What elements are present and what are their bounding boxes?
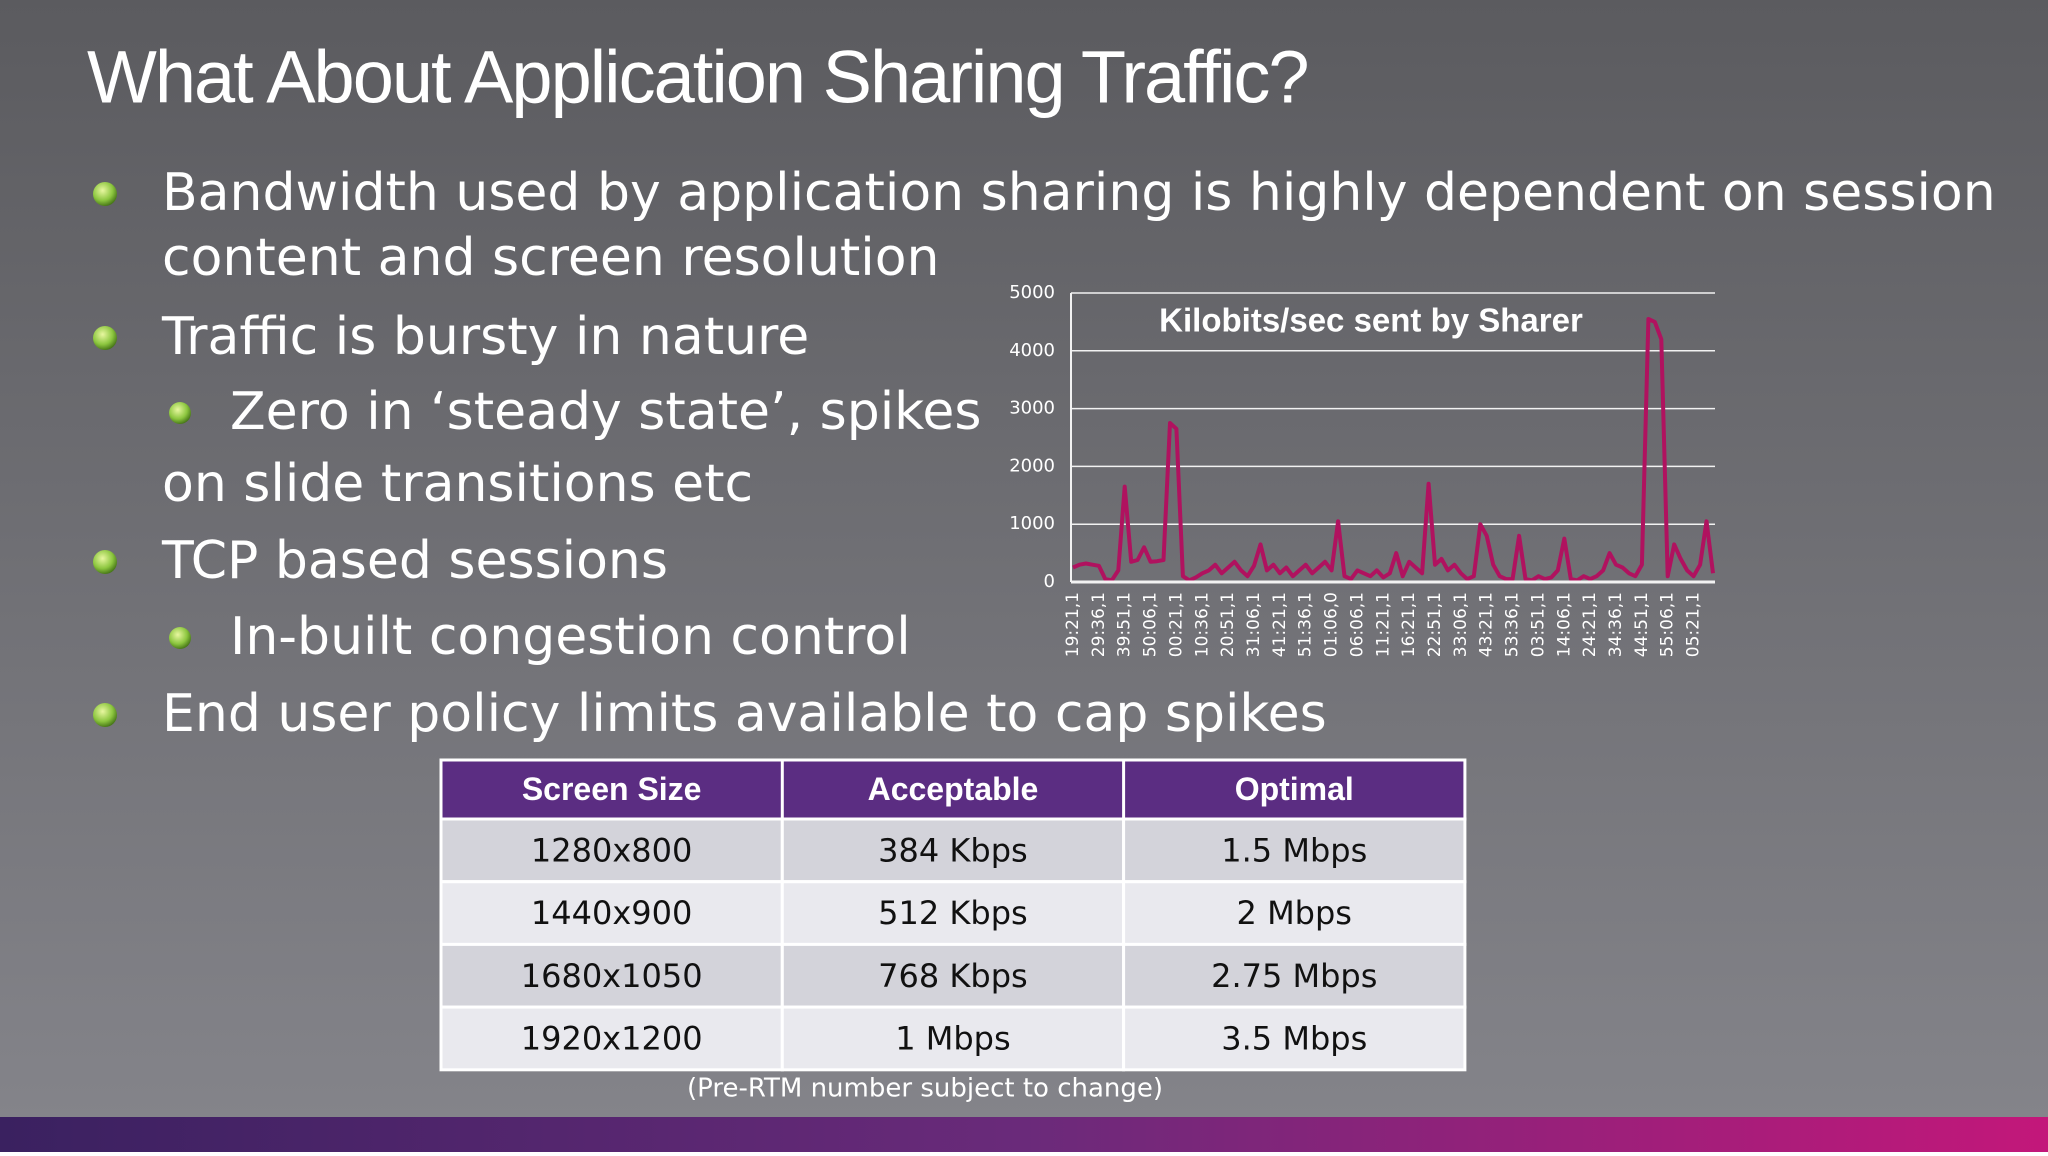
x-tick-label: 06:06,1 [1347, 592, 1367, 657]
table-header-cell: Screen Size [522, 771, 702, 807]
table-cell: 3.5 Mbps [1221, 1019, 1367, 1057]
x-tick-label: 43:21,1 [1477, 592, 1497, 657]
bullet-text: Zero in ‘steady state’, spikes [230, 382, 982, 442]
y-tick-label: 3000 [1009, 398, 1055, 419]
x-tick-label: 16:21,1 [1399, 592, 1419, 657]
x-tick-label: 10:36,1 [1192, 592, 1212, 657]
bullet-dot [169, 627, 191, 649]
chart-title: Kilobits/sec sent by Sharer [1159, 302, 1583, 339]
table-cell-bg [1122, 1005, 1467, 1072]
table-cell: 384 Kbps [878, 831, 1028, 869]
x-tick-label: 50:06,1 [1141, 592, 1161, 657]
table-cell-bg [1122, 880, 1467, 946]
bullet-dot [169, 402, 191, 424]
x-tick-label: 44:51,1 [1632, 592, 1652, 657]
x-tick-label: 05:21,1 [1684, 592, 1704, 657]
x-tick-label: 39:51,1 [1115, 592, 1135, 657]
table-cell-bg [439, 942, 784, 1009]
bullet-text: content and screen resolution [162, 228, 940, 288]
x-tick-label: 41:21,1 [1270, 592, 1290, 657]
table-header-cell: Acceptable [868, 771, 1039, 807]
table-cell-bg [439, 1005, 784, 1072]
table-header-bg [439, 758, 1467, 821]
y-tick-label: 0 [1044, 571, 1055, 592]
y-tick-label: 4000 [1009, 340, 1055, 361]
bullet-dot [93, 182, 117, 206]
table-cell: 1440x900 [531, 894, 692, 932]
x-tick-label: 14:06,1 [1554, 592, 1574, 657]
x-tick-label: 19:21,1 [1063, 592, 1083, 657]
table-cell: 2.75 Mbps [1211, 957, 1377, 995]
table-cell-bg [780, 1005, 1126, 1072]
x-tick-label: 29:36,1 [1089, 592, 1109, 657]
y-tick-label: 2000 [1009, 455, 1055, 476]
x-tick-label: 20:51,1 [1218, 592, 1238, 657]
x-tick-label: 00:21,1 [1166, 592, 1186, 657]
bullet-text: End user policy limits available to cap … [162, 684, 1327, 744]
x-tick-label: 55:06,1 [1658, 592, 1678, 657]
x-tick-label: 31:06,1 [1244, 592, 1264, 657]
x-tick-label: 53:36,1 [1503, 592, 1523, 657]
x-tick-label: 33:06,1 [1451, 592, 1471, 657]
x-tick-label: 03:51,1 [1528, 592, 1548, 657]
bullet-text: TCP based sessions [161, 531, 668, 591]
bullet-text: Traffic is bursty in nature [161, 307, 809, 367]
table-cell-bg [1122, 817, 1467, 884]
x-tick-label: 22:51,1 [1425, 592, 1445, 657]
table-cell-bg [1122, 942, 1467, 1009]
table-cell: 2 Mbps [1237, 894, 1352, 932]
table-cell: 1680x1050 [521, 957, 703, 995]
table-header-cell: Optimal [1235, 771, 1354, 807]
table-cell: 1.5 Mbps [1221, 831, 1367, 869]
table-cell-bg [780, 880, 1126, 946]
table-cell: 1 Mbps [895, 1019, 1010, 1057]
footer-band [0, 1117, 2048, 1152]
y-tick-label: 5000 [1009, 282, 1055, 303]
table-cell: 768 Kbps [878, 957, 1028, 995]
data-line [1072, 317, 1715, 583]
slide-title: What About Application Sharing Traffic? [87, 36, 1308, 119]
x-tick-label: 24:21,1 [1580, 592, 1600, 657]
table-cell: 512 Kbps [878, 894, 1028, 932]
table-cell: 1920x1200 [521, 1019, 703, 1057]
y-tick-label: 1000 [1009, 513, 1055, 534]
x-tick-label: 34:36,1 [1606, 592, 1626, 657]
bullet-dot [93, 550, 117, 574]
bullet-dot [93, 326, 117, 350]
x-tick-label: 01:06,0 [1322, 592, 1342, 657]
footnote: (Pre-RTM number subject to change) [687, 1074, 1163, 1104]
bullet-dot [93, 703, 117, 727]
table-cell: 1280x800 [531, 831, 692, 869]
bullet-text: In-built congestion control [230, 607, 911, 667]
bullet-text: on slide transitions etc [162, 454, 753, 514]
x-tick-label: 11:21,1 [1373, 592, 1393, 657]
x-tick-label: 51:36,1 [1296, 592, 1316, 657]
bullet-text: Bandwidth used by application sharing is… [162, 163, 1996, 223]
